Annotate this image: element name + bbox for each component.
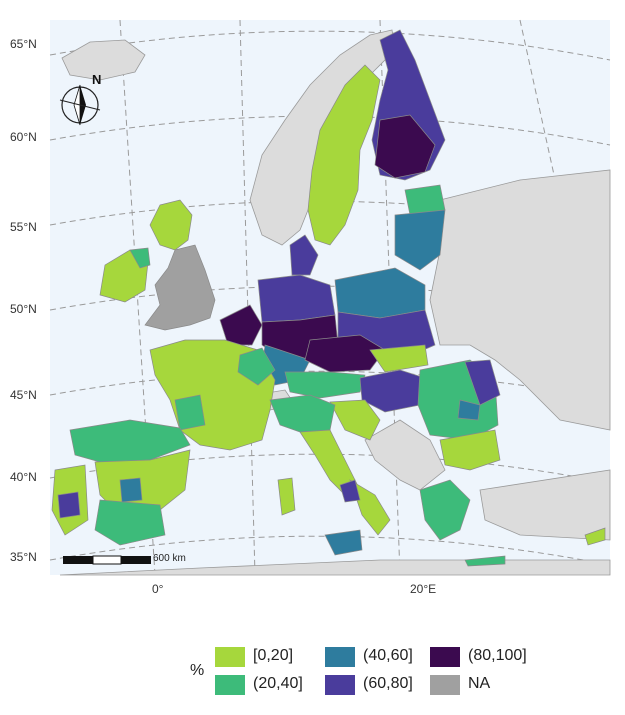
- legend-title: %: [190, 662, 205, 679]
- lat-label-35: 35°N: [10, 550, 37, 564]
- north-arrow-crossbar: [59, 99, 101, 111]
- scale-bar: [63, 555, 151, 565]
- legend-label: (80,100]: [468, 647, 527, 664]
- study-regions: [51, 29, 606, 567]
- lat-label-40: 40°N: [10, 470, 37, 484]
- graticule-line: [49, 30, 611, 61]
- turkey: [479, 469, 611, 541]
- map-canvas: N: [49, 19, 611, 576]
- region-uk: [144, 244, 216, 331]
- legend-label: [0,20]: [253, 647, 294, 664]
- region-italy-lazio: [339, 479, 361, 503]
- region-portugal-lisbon: [57, 491, 81, 519]
- scale-bar-seg-2: [92, 555, 122, 565]
- region-spain-south: [94, 499, 166, 546]
- lat-label-45: 45°N: [10, 388, 37, 402]
- north-arrow: N: [59, 72, 101, 126]
- region-croatia: [329, 399, 381, 441]
- legend-swatch: [325, 675, 355, 695]
- lat-label-65: 65°N: [10, 37, 37, 51]
- region-slovakia: [369, 344, 429, 373]
- legend-label: (20,40]: [253, 675, 303, 692]
- lon-label-0: 0°: [152, 582, 164, 596]
- legend-swatch: [325, 647, 355, 667]
- choropleth-map: N 65°N 60°N 55°N 50°N 45°N 40°N 35°N 0° …: [10, 19, 611, 596]
- region-austria: [284, 371, 366, 399]
- region-spain-madrid: [119, 477, 143, 503]
- north-arrow-needle-dark: [80, 85, 86, 125]
- region-romania-east: [464, 359, 501, 406]
- balkans: [364, 419, 446, 491]
- region-czechia: [304, 334, 386, 373]
- region-greece: [419, 479, 471, 541]
- legend-swatch: [430, 647, 460, 667]
- region-finland-south: [374, 114, 436, 179]
- scale-bar-label: 600 km: [153, 553, 186, 564]
- lat-label-55: 55°N: [10, 220, 37, 234]
- legend-swatch: [430, 675, 460, 695]
- legend-label: (40,60]: [363, 647, 413, 664]
- legend: % [0,20] (20,40] (40,60] (60,80] (80,100…: [190, 640, 570, 700]
- region-romania-center: [457, 399, 481, 421]
- legend-swatch: [215, 675, 245, 695]
- scale-bar-seg-1: [63, 556, 93, 564]
- region-scotland: [149, 199, 193, 251]
- legend-swatch: [215, 647, 245, 667]
- region-france-southwest: [174, 394, 206, 431]
- region-sweden: [307, 64, 381, 246]
- scale-bar-seg-3: [121, 556, 151, 564]
- region-latvia-lithuania: [394, 209, 446, 271]
- north-arrow-label: N: [92, 72, 101, 87]
- region-italy-south: [349, 479, 391, 536]
- region-bulgaria: [439, 429, 501, 471]
- region-france-east: [237, 347, 276, 386]
- region-sardinia: [277, 477, 296, 516]
- legend-label: NA: [468, 675, 491, 692]
- lon-label-20e: 20°E: [410, 582, 437, 596]
- lat-label-50: 50°N: [10, 302, 37, 316]
- region-ireland-east: [129, 247, 151, 269]
- region-cyprus: [584, 527, 606, 546]
- region-denmark: [289, 234, 319, 276]
- lat-label-60: 60°N: [10, 130, 37, 144]
- region-crete: [464, 555, 506, 567]
- region-spain-central: [94, 449, 191, 516]
- region-sicily: [324, 529, 363, 556]
- iceland: [61, 39, 146, 81]
- region-spain-north: [69, 419, 191, 463]
- russia-belarus-ukraine: [429, 169, 611, 431]
- graticule-line: [239, 19, 256, 576]
- legend-label: (60,80]: [363, 675, 413, 692]
